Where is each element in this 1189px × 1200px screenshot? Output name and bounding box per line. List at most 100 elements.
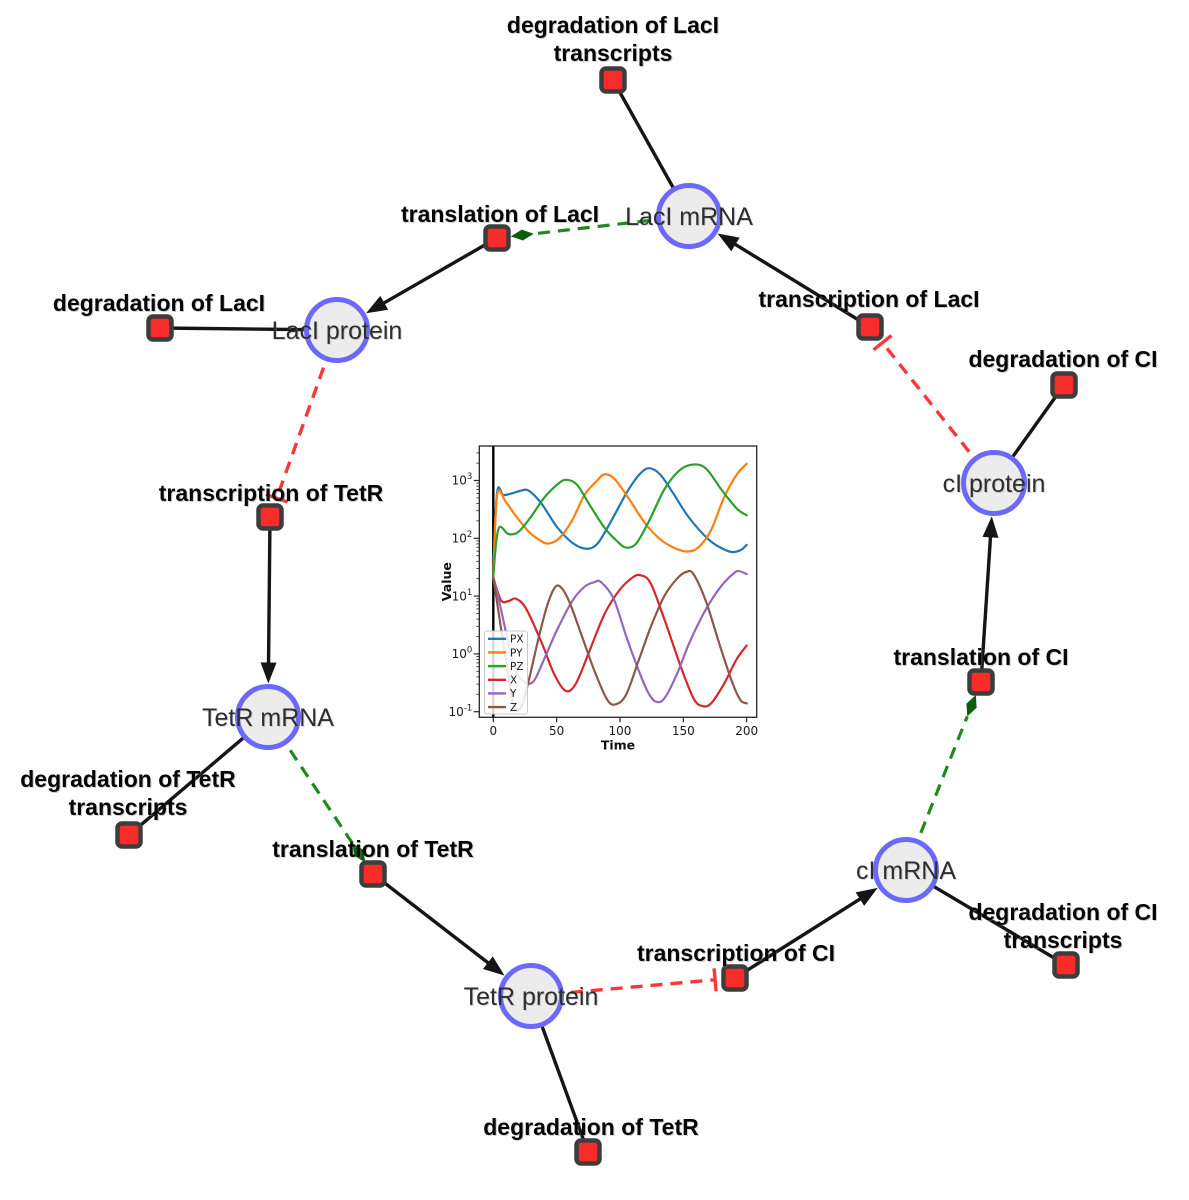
edge-modifier-tetr-mrna-to-transl-tetr-diamond	[352, 843, 366, 863]
reaction-node-transl-ci[interactable]	[967, 668, 995, 696]
legend-label-PX: PX	[510, 634, 524, 646]
reaction-label-line: transcripts	[554, 40, 673, 66]
reaction-label-deg-tetr-transcripts: degradation of TetR transcripts	[20, 766, 236, 820]
edge-production-transcr-tetr-to-tetr-mrna-arrowhead	[260, 662, 277, 684]
reaction-label-deg-laci: degradation of LacI	[53, 290, 265, 316]
y-tick-exponent: -1	[464, 703, 472, 713]
x-tick-label: 100	[609, 724, 632, 738]
y-tick-base: 10	[452, 474, 467, 488]
reaction-node-deg-laci-transcripts[interactable]	[599, 66, 627, 94]
species-label-tetr-protein: TetR protein	[464, 983, 599, 1011]
y-tick-label: 101	[452, 588, 473, 604]
labels-layer: degradation of LacI transcriptstranslatio…	[20, 12, 1157, 1140]
legend-label-X: X	[510, 675, 517, 687]
edge-production-transcr-ci-to-ci-mrna	[734, 895, 865, 980]
reaction-label-line: degradation of TetR	[20, 766, 236, 792]
edge-production-transl-laci-to-laci-protein	[379, 236, 498, 307]
reaction-label-line: translation of CI	[893, 644, 1068, 670]
reaction-node-transl-laci[interactable]	[483, 224, 511, 252]
x-tick-label: 150	[672, 724, 695, 738]
legend-label-Z: Z	[510, 702, 517, 714]
reaction-node-deg-ci[interactable]	[1050, 371, 1078, 399]
edge-production-transcr-tetr-to-tetr-mrna	[266, 516, 272, 667]
legend-label-PZ: PZ	[510, 661, 524, 673]
species-node-tetr-mrna[interactable]	[235, 684, 301, 750]
chart-frame	[478, 445, 758, 718]
species-label-tetr-mrna: TetR mRNA	[202, 704, 334, 732]
reaction-label-line: transcripts	[1004, 927, 1123, 953]
reaction-node-deg-laci[interactable]	[146, 314, 174, 342]
species-node-ci-mrna[interactable]	[873, 837, 939, 903]
species-node-tetr-protein[interactable]	[498, 963, 564, 1029]
edge-production-transcr-laci-to-laci-mrna	[731, 240, 871, 329]
series-layer	[492, 462, 748, 712]
series-path-X	[492, 573, 748, 708]
reaction-label-line: transcripts	[69, 794, 188, 820]
edge-production-transl-ci-to-ci-protein	[979, 533, 993, 683]
reaction-node-transcr-ci[interactable]	[721, 964, 749, 992]
reaction-label-transl-laci: translation of LacI	[401, 201, 599, 227]
species-node-laci-mrna[interactable]	[656, 183, 722, 249]
y-tick-label: 10-1	[449, 703, 473, 719]
series-path-PZ	[492, 463, 748, 578]
y-tick-label: 103	[452, 472, 473, 488]
y-tick-label: 102	[452, 530, 473, 546]
x-axis-label: Time	[601, 738, 635, 753]
edge-production-transl-tetr-to-tetr-protein-arrowhead	[482, 956, 505, 976]
reaction-label-line: translation of TetR	[272, 836, 474, 862]
reaction-label-line: transcription of TetR	[159, 480, 384, 506]
edge-production-transl-tetr-to-tetr-protein	[371, 872, 493, 967]
series-path-PY	[492, 462, 748, 578]
reaction-label-line: degradation of LacI	[53, 290, 265, 316]
reaction-label-line: transcription of CI	[637, 940, 835, 966]
x-tick-label: 50	[549, 724, 564, 738]
nodes-layer	[115, 66, 1080, 1166]
species-node-laci-protein[interactable]	[304, 297, 370, 363]
reaction-label-transcr-ci: transcription of CI	[637, 940, 835, 966]
reaction-node-transl-tetr[interactable]	[359, 860, 387, 888]
reaction-label-line: translation of LacI	[401, 201, 599, 227]
reaction-label-line: degradation of LacI	[507, 12, 719, 38]
reaction-node-deg-tetr-transcripts[interactable]	[115, 821, 143, 849]
reaction-label-deg-tetr: degradation of TetR	[483, 1114, 699, 1140]
y-tick-base: 10	[452, 532, 467, 546]
reaction-node-transcr-laci[interactable]	[856, 313, 884, 341]
reaction-label-deg-laci-transcripts: degradation of LacI transcripts	[507, 12, 719, 66]
edge-production-transl-ci-to-ci-protein-arrowhead	[982, 516, 999, 538]
reaction-label-line: transcription of LacI	[758, 286, 979, 312]
x-tick-label: 200	[735, 724, 758, 738]
reaction-node-deg-ci-transcripts[interactable]	[1052, 951, 1080, 979]
y-tick-exponent: 3	[467, 472, 472, 482]
reaction-label-transl-ci: translation of CI	[893, 644, 1068, 670]
reaction-label-transcr-laci: transcription of LacI	[758, 286, 979, 312]
inset-chart: 0 50 100 150 20010-1100101102103TimeValuePXP…	[440, 445, 758, 753]
species-label-ci-mrna: cI mRNA	[856, 857, 956, 885]
edge-modifier-ci-mrna-to-transl-ci-diamond	[966, 695, 977, 717]
edge-modifier-laci-mrna-to-transl-laci-diamond	[510, 229, 534, 241]
reaction-label-line: degradation of CI	[968, 899, 1157, 925]
y-tick-label: 100	[452, 646, 473, 662]
y-tick-base: 10	[452, 647, 467, 661]
x-tick-label: 0	[489, 724, 497, 738]
reaction-label-line: degradation of CI	[968, 346, 1157, 372]
edge-production-transcr-ci-to-ci-mrna-arrowhead	[855, 887, 878, 906]
reaction-label-transl-tetr: translation of TetR	[272, 836, 474, 862]
edge-production-transl-laci-to-laci-protein-arrowhead	[366, 295, 389, 314]
reaction-label-deg-ci-transcripts: degradation of CI transcripts	[968, 899, 1157, 953]
edge-inhibition-tetr-protein-to-transcr-ci-tbar	[712, 968, 718, 992]
y-axis-label: Value	[440, 562, 454, 601]
species-label-ci-protein: cI protein	[943, 470, 1046, 498]
y-tick-exponent: 0	[467, 646, 472, 656]
reaction-label-line: degradation of TetR	[483, 1114, 699, 1140]
reaction-node-deg-tetr[interactable]	[574, 1138, 602, 1166]
species-node-ci-protein[interactable]	[961, 450, 1027, 516]
y-tick-base: 10	[452, 589, 467, 603]
series-path-Z	[492, 569, 748, 712]
reaction-node-transcr-tetr[interactable]	[256, 503, 284, 531]
species-label-laci-mrna: LacI mRNA	[625, 203, 753, 231]
series-path-PX	[492, 467, 748, 575]
y-tick-exponent: 2	[467, 530, 472, 540]
